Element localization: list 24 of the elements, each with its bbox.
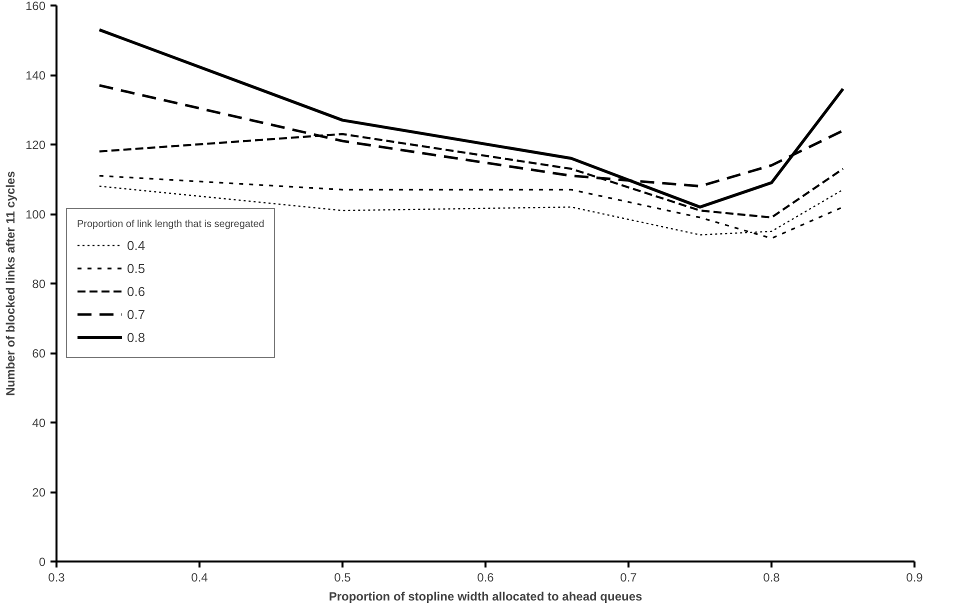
x-tick-label: 0.3 — [48, 570, 66, 584]
x-tick-label: 0.4 — [191, 570, 208, 584]
y-tick-label: 120 — [25, 138, 46, 152]
y-tick-label: 80 — [32, 277, 46, 291]
legend-label: 0.5 — [127, 260, 146, 276]
legend-label: 0.4 — [127, 238, 146, 252]
y-tick-label: 140 — [25, 68, 46, 82]
x-axis-title: Proportion of stopline width allocated to ahead queues — [328, 590, 643, 604]
x-tick-label: 0.6 — [477, 570, 494, 584]
legend-label: 0.6 — [127, 284, 146, 298]
x-tick-label: 0.7 — [620, 570, 638, 584]
x-tick-label: 0.8 — [763, 570, 780, 584]
y-axis-title: Number of blocked links after 11 cycles — [3, 170, 18, 396]
y-tick-label: 160 — [25, 0, 46, 13]
x-tick-label: 0.9 — [906, 570, 924, 584]
legend-label: 0.7 — [127, 306, 146, 322]
x-tick-label: 0.5 — [334, 570, 352, 584]
y-tick-label: 40 — [32, 416, 46, 430]
y-tick-label: 0 — [38, 555, 46, 569]
legend-label: 0.8 — [127, 330, 146, 344]
legend-title: Proportion of link length that is segregated — [77, 219, 264, 230]
y-tick-label: 20 — [32, 486, 46, 500]
y-tick-label: 60 — [32, 346, 46, 360]
y-tick-label: 100 — [25, 208, 46, 222]
